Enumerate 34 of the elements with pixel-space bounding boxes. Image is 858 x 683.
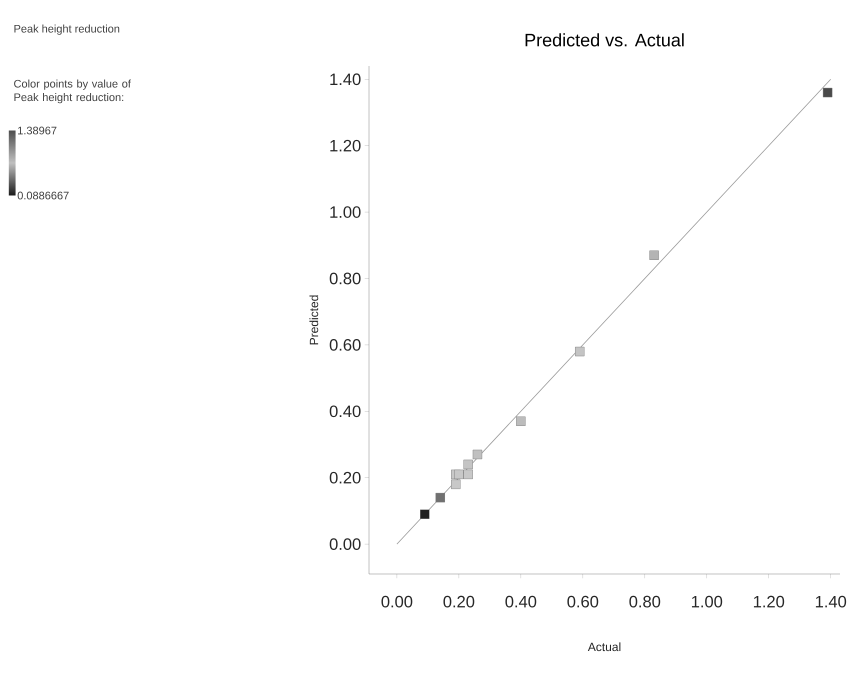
point [649,250,659,260]
point [463,460,473,470]
point [822,88,832,98]
x-tick-label: 0.00 [381,596,412,608]
y-tick-label: 1.40 [330,73,361,86]
y-tick-label: 1.00 [330,206,361,218]
chart-title: Predicted vs. Actual [526,33,684,46]
color-bar-title: Color points by value of Peak height reduction: [14,80,131,104]
y-axis-title: Predicted [309,295,318,344]
point [420,510,430,519]
x-tick-label: 1.00 [692,596,722,608]
point [472,450,482,460]
x-tick-label: 0.80 [629,596,660,608]
color-bar-label: 0.0886667 [18,192,69,200]
y-tick-label: 0.20 [330,472,361,484]
x-tick-label: 1.40 [816,596,846,608]
point [575,346,584,356]
point [451,480,460,490]
x-tick-label: 0.20 [443,596,474,608]
y-tick-label: 0.80 [330,272,361,284]
y-tick-label: 0.00 [330,538,361,550]
y-tick-label: 0.40 [330,405,361,418]
point [436,492,445,502]
color-bar-label: 1.38967 [18,126,56,134]
x-tick-label: 0.40 [505,596,536,608]
point [463,470,473,480]
text: Peak height reduction [14,24,120,35]
x-axis-title: Actual [588,642,620,652]
x-tick-label: 0.60 [567,596,598,608]
y-tick-label: 1.20 [330,140,361,152]
y-tick-label: 0.60 [330,339,361,351]
x-tick-label: 1.20 [754,596,784,608]
point [454,470,464,480]
point [516,416,526,426]
